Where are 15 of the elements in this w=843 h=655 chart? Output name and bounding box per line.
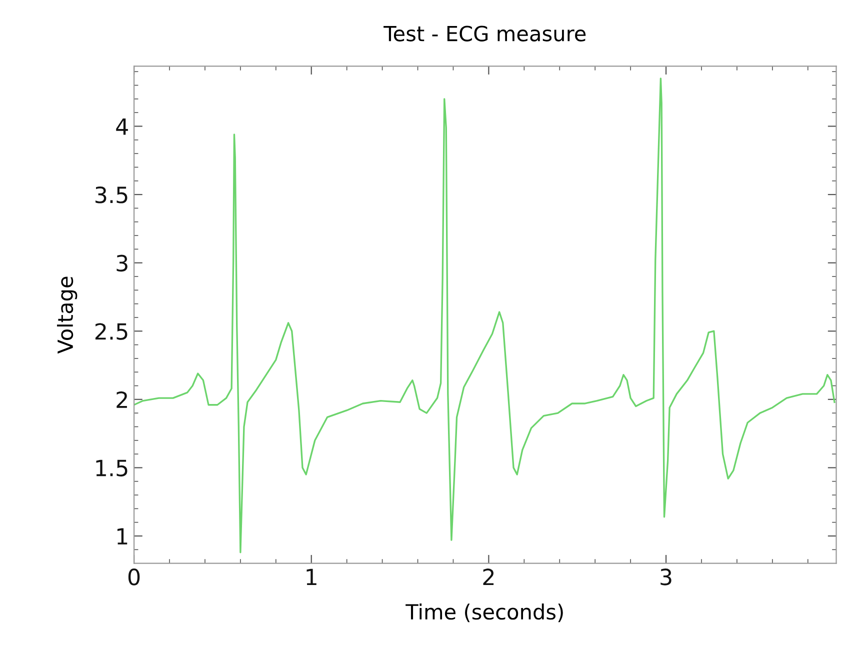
y-tick-label: 2 <box>116 391 127 408</box>
x-tick-label: 3 <box>660 568 672 586</box>
y-tick-label: 1 <box>117 528 128 544</box>
line-series <box>134 78 836 554</box>
x-tick-label: 0 <box>128 568 140 586</box>
chart-title: Test - ECG measure <box>384 26 586 42</box>
y-tick-label: 3 <box>116 254 128 272</box>
y-tick-label: 4 <box>116 118 128 135</box>
x-tick-label: 2 <box>483 568 494 586</box>
y-tick-label: 3.5 <box>96 186 128 204</box>
x-axis-title: Time (seconds) <box>406 604 563 622</box>
y-axis-title: Voltage <box>57 276 78 354</box>
y-tick-label: 1.5 <box>96 460 128 476</box>
y-tick-label: 2.5 <box>95 323 128 340</box>
x-tick-label: 1 <box>306 568 316 586</box>
